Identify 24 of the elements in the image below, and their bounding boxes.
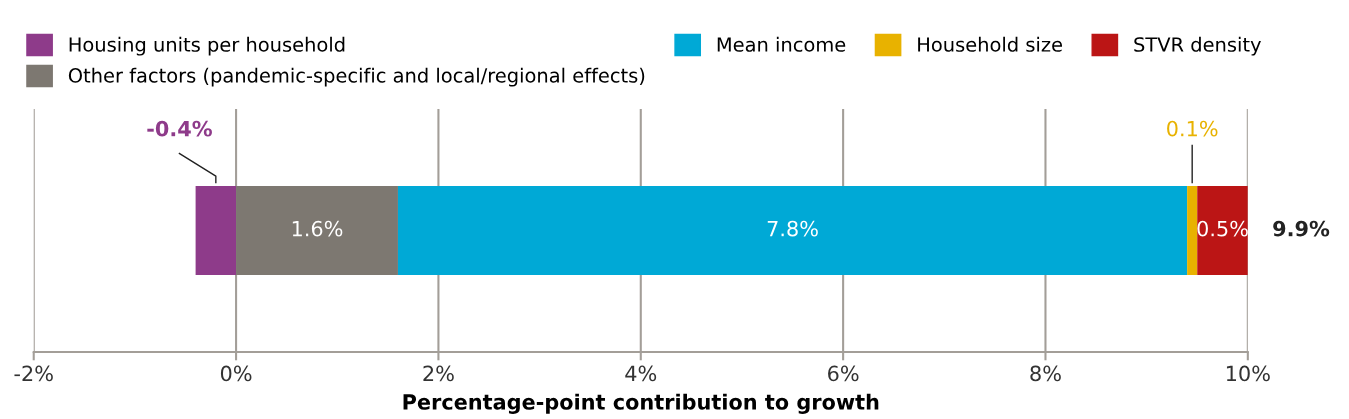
bar xyxy=(397,185,1188,275)
text: 9.9% xyxy=(1273,220,1330,237)
legend-label: Household size xyxy=(918,36,1062,52)
x-tick-label: 0% xyxy=(220,365,252,382)
data-label: 0.5% xyxy=(1197,220,1248,237)
data-label: -0.4% xyxy=(147,120,212,137)
x-tick-label: 6% xyxy=(828,365,859,382)
legend-label: STVR density xyxy=(1134,36,1261,56)
x-tick-label: 8% xyxy=(1030,365,1061,382)
bar xyxy=(1197,185,1248,275)
data-label: 1.6% xyxy=(292,220,343,237)
x-tick-label: 2% xyxy=(423,365,454,382)
legend-label: Mean income xyxy=(717,36,846,52)
bar xyxy=(236,185,398,275)
x-tick-label: 4% xyxy=(625,365,657,382)
legend-label: Housing units per household xyxy=(69,36,345,56)
legend-label: Other factors (pandemic-specific and local/regional effects) xyxy=(68,67,645,87)
bar xyxy=(1187,185,1198,275)
bar xyxy=(195,185,237,275)
x-axis-title: Percentage-point contribution to growth xyxy=(403,393,879,414)
data-label: 7.8% xyxy=(767,220,818,237)
x-tick-label: -2% xyxy=(14,365,53,382)
data-label: 0.1% xyxy=(1167,120,1218,137)
x-tick-label: 10% xyxy=(1226,365,1270,382)
